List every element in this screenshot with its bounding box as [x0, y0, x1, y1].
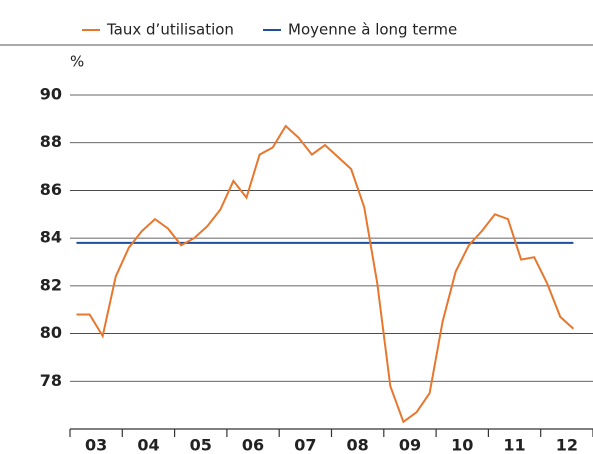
x-tick-label: 05: [190, 436, 212, 454]
y-tick-label: 90: [40, 85, 62, 104]
y-unit: %: [70, 53, 84, 71]
legend-label: Taux d’utilisation: [106, 21, 234, 39]
x-tick-label: 06: [242, 436, 264, 454]
x-tick-label: 10: [451, 436, 473, 454]
data-line: [76, 124, 575, 424]
y-tick-label: 78: [40, 371, 62, 390]
y-tick-label: 80: [40, 323, 62, 342]
x-tick-label: 12: [556, 436, 578, 454]
x-tick-label: 11: [503, 436, 525, 454]
x-tick-label: 03: [85, 436, 107, 454]
y-tick-label: 84: [40, 228, 62, 247]
legend-label: Moyenne à long terme: [288, 21, 457, 39]
y-tick-label: 82: [40, 275, 62, 294]
x-tick-label: 08: [347, 436, 369, 454]
x-tick-label: 09: [399, 436, 421, 454]
y-tick-label: 86: [40, 180, 62, 199]
x-tick-label: 04: [137, 436, 159, 454]
y-tick-label: 88: [40, 132, 62, 151]
x-tick-label: 07: [294, 436, 316, 454]
